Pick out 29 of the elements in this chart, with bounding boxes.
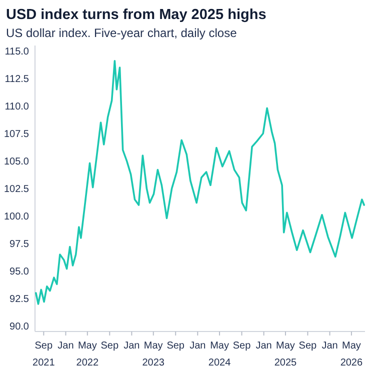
x-tick-label: Sep 2021 bbox=[32, 340, 56, 368]
y-tick-label: 105.0 bbox=[4, 156, 30, 168]
line-series bbox=[35, 60, 365, 305]
y-tick-label: 107.5 bbox=[4, 129, 30, 140]
x-tick-label: May 2025 bbox=[274, 340, 298, 368]
x-tick-label: May 2023 bbox=[142, 340, 165, 368]
chart-title: USD index turns from May 2025 highs bbox=[6, 7, 266, 23]
x-tick-label: Jan bbox=[190, 340, 206, 352]
y-tick-label: 97.5 bbox=[10, 239, 30, 250]
x-tick-label: May 2022 bbox=[76, 340, 99, 368]
y-tick-label: 92.5 bbox=[10, 294, 30, 305]
chart-subtitle: US dollar index. Five-year chart, daily close bbox=[6, 26, 238, 40]
y-tick-label: 102.5 bbox=[4, 184, 30, 195]
x-tick-label: May 2026 bbox=[340, 340, 364, 368]
x-tick-label: Sep bbox=[100, 340, 119, 352]
x-tick-label: Sep bbox=[232, 340, 252, 352]
y-tick-label: 112.5 bbox=[4, 74, 30, 85]
x-tick-label: Jan bbox=[256, 340, 272, 352]
y-tick-label: 95.0 bbox=[10, 266, 30, 278]
x-tick-label: Sep bbox=[298, 340, 318, 352]
y-tick-label: 115.0 bbox=[4, 46, 30, 58]
x-tick-label: Sep bbox=[166, 340, 185, 352]
x-tick-label: Jan bbox=[322, 340, 338, 352]
x-tick-label: Jan bbox=[58, 340, 74, 352]
y-tick-label: 110.0 bbox=[4, 102, 30, 112]
y-tick-label: 100.0 bbox=[4, 212, 30, 222]
x-tick-label: May 2024 bbox=[208, 340, 232, 368]
y-tick-label: 90.0 bbox=[10, 322, 30, 332]
x-tick-label: Jan bbox=[124, 340, 140, 352]
